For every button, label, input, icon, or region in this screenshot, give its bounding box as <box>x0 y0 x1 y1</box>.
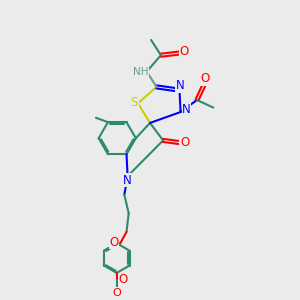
Text: N: N <box>182 103 191 116</box>
Text: S: S <box>130 96 138 109</box>
Text: N: N <box>123 174 131 187</box>
Text: O: O <box>180 136 189 149</box>
Text: O: O <box>110 236 119 249</box>
Text: O: O <box>118 273 128 286</box>
Text: O: O <box>180 45 189 58</box>
Text: NH: NH <box>133 67 148 76</box>
Text: O: O <box>201 72 210 85</box>
Text: N: N <box>176 79 184 92</box>
Text: O: O <box>112 289 121 298</box>
